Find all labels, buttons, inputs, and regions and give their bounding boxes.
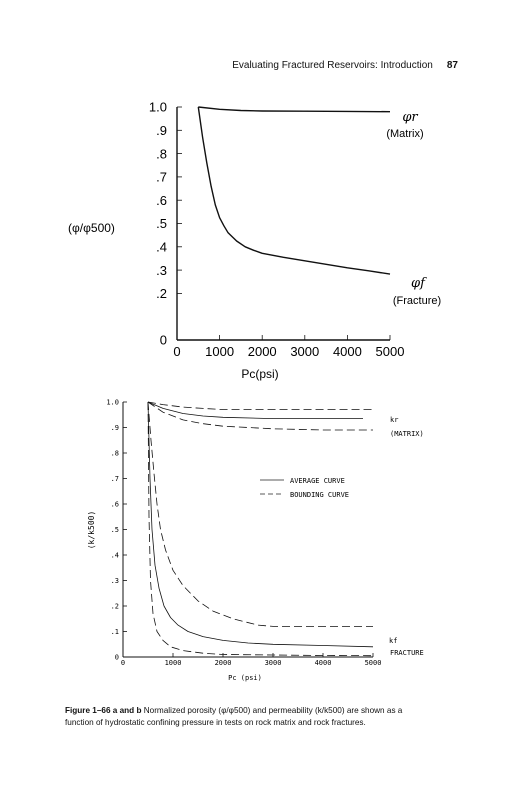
permeability-x-ticks: 0 1000 2000 3000 4000 5000 xyxy=(121,653,382,667)
kr-label: (MATRIX) xyxy=(390,430,424,438)
a-x-tick-label: 3000 xyxy=(290,344,319,359)
kr-symbol: kr xyxy=(390,416,398,424)
kf-symbol: kf xyxy=(389,637,397,645)
b-y-tick-label: 0 xyxy=(115,654,119,662)
a-x-tick-label: 5000 xyxy=(376,344,405,359)
matrix-curve-symbol: φr xyxy=(402,110,418,125)
a-y-tick-label: .9 xyxy=(156,123,167,138)
b-y-tick-label: .5 xyxy=(111,526,119,534)
a-y-tick-label: 0 xyxy=(160,333,167,348)
a-x-tick-label: 2000 xyxy=(248,344,277,359)
b-y-tick-label: .8 xyxy=(111,450,119,458)
a-y-tick-label: 1.0 xyxy=(149,100,167,115)
fracture-curve-label: (Fracture) xyxy=(393,295,441,307)
caption-label: Figure 1–66 a and b xyxy=(65,706,142,715)
porosity-axes xyxy=(176,107,390,341)
porosity-series xyxy=(197,106,391,275)
caption-text-2: function of hydrostatic confining pressu… xyxy=(65,718,366,727)
figure-caption: Figure 1–66 a and b Normalized porosity … xyxy=(65,705,475,729)
kf-label: FRACTURE xyxy=(390,649,424,657)
caption-text-1: Normalized porosity (φ/φ500) and permeab… xyxy=(143,706,403,715)
a-y-tick-label: .5 xyxy=(156,216,167,231)
a-x-tick-label: 4000 xyxy=(333,344,362,359)
b-y-tick-label: .7 xyxy=(111,475,119,483)
b-x-tick-label: 2000 xyxy=(215,659,232,667)
fracture-curve-symbol: φf xyxy=(411,276,427,291)
porosity-chart: 0 .2 .3 .4 .5 .6 .7 .8 .9 1.0 0 1000 2000 3000 4000 50… xyxy=(68,100,441,381)
permeability-x-label: Pc (psi) xyxy=(228,674,262,682)
b-y-tick-label: .4 xyxy=(111,552,119,560)
b-y-tick-label: 1.0 xyxy=(106,399,119,407)
matrix-curve-label: (Matrix) xyxy=(386,128,423,140)
legend-average-label: AVERAGE CURVE xyxy=(290,477,345,485)
a-x-tick-label: 0 xyxy=(173,344,180,359)
permeability-y-ticks: 0 .1 .2 .3 .4 .5 .6 .7 .8 .9 1.0 xyxy=(106,399,127,662)
a-y-tick-label: .2 xyxy=(156,286,167,301)
porosity-y-ticks: 0 .2 .3 .4 .5 .6 .7 .8 .9 1.0 xyxy=(149,100,182,348)
page-number: 87 xyxy=(446,60,458,71)
a-y-tick-label: .3 xyxy=(156,263,167,278)
b-series-line-4 xyxy=(147,401,374,648)
permeability-y-label: (k/k500) xyxy=(87,511,96,550)
b-y-tick-label: .6 xyxy=(111,501,119,509)
permeability-series xyxy=(147,401,374,657)
running-header: Evaluating Fractured Reservoirs: Introdu… xyxy=(0,60,458,71)
porosity-y-label: (φ/φ500) xyxy=(68,221,115,235)
a-y-tick-label: .7 xyxy=(156,170,167,185)
running-title: Evaluating Fractured Reservoirs: Introdu… xyxy=(232,60,433,71)
a-y-tick-label: .6 xyxy=(156,193,167,208)
porosity-x-ticks: 0 1000 2000 3000 4000 5000 xyxy=(173,335,404,359)
a-y-tick-label: .8 xyxy=(156,146,167,161)
a-series-line-1 xyxy=(197,106,391,275)
b-series-line-5 xyxy=(147,401,374,657)
b-y-tick-label: .9 xyxy=(111,424,119,432)
a-x-tick-label: 1000 xyxy=(205,344,234,359)
permeability-axes xyxy=(122,402,373,658)
b-series-line-0 xyxy=(147,401,363,420)
b-x-tick-label: 5000 xyxy=(365,659,382,667)
caption-line-1: Figure 1–66 a and b Normalized porosity … xyxy=(65,705,475,717)
b-series-line-2 xyxy=(147,401,373,431)
b-series-line-1 xyxy=(147,401,373,411)
permeability-chart: 0 .1 .2 .3 .4 .5 .6 .7 .8 .9 1.0 0 1000 2000 3000 4000… xyxy=(87,399,424,682)
b-series-line-3 xyxy=(147,401,373,627)
a-y-tick-label: .4 xyxy=(156,239,167,254)
b-x-tick-label: 3000 xyxy=(265,659,282,667)
a-series-line-0 xyxy=(198,106,391,113)
legend-bounding-label: BOUNDING CURVE xyxy=(290,491,349,499)
b-y-tick-label: .1 xyxy=(111,628,119,636)
b-y-tick-label: .3 xyxy=(111,577,119,585)
b-x-tick-label: 0 xyxy=(121,659,125,667)
b-x-tick-label: 1000 xyxy=(165,659,182,667)
b-x-tick-label: 4000 xyxy=(315,659,332,667)
porosity-x-label: Pc(psi) xyxy=(241,367,278,381)
b-y-tick-label: .2 xyxy=(111,603,119,611)
